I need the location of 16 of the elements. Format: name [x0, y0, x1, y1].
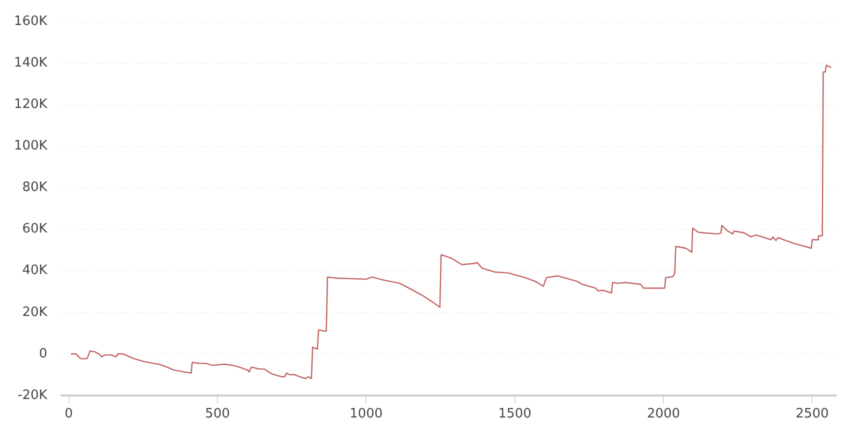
x-tick-label: 0: [64, 406, 73, 422]
y-tick-label: 0: [39, 346, 48, 362]
y-tick-label: 20K: [22, 304, 48, 320]
y-tick-label: 160K: [14, 14, 48, 30]
x-tick-label: 1000: [350, 406, 383, 422]
x-tick-label: 500: [205, 406, 230, 422]
x-tick-label: 1500: [498, 406, 532, 422]
y-tick-label: 40K: [22, 263, 48, 278]
y-tick-label: 100K: [14, 138, 48, 154]
y-tick-label: -20K: [18, 388, 48, 403]
y-tick-label: 60K: [22, 222, 48, 237]
y-tick-label: 140K: [14, 56, 48, 71]
x-tick-label: 2500: [796, 406, 829, 422]
x-tick-label: 2000: [646, 406, 680, 422]
y-tick-label: 80K: [22, 180, 48, 196]
y-tick-label: 120K: [14, 97, 48, 112]
